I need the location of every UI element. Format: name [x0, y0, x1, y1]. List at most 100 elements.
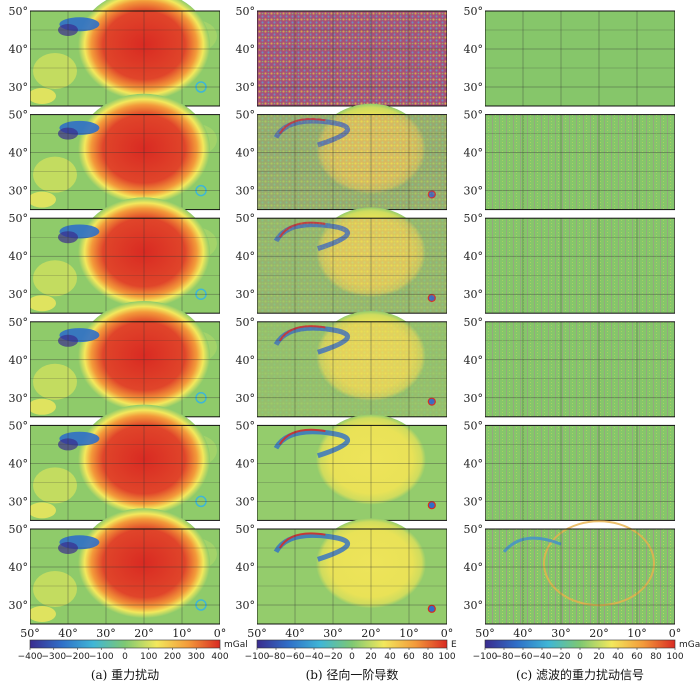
- x-tick-label: 20°: [361, 627, 381, 640]
- colorbar-tick-label: 0: [577, 652, 583, 662]
- y-tick-label: 30°: [236, 495, 256, 508]
- y-tick-label: 40°: [236, 354, 256, 367]
- y-tick-label: 40°: [464, 561, 484, 574]
- y-tick-label: 50°: [464, 109, 484, 122]
- y-tick-label: 40°: [236, 457, 256, 470]
- panel-r2-c2: [257, 103, 447, 211]
- y-tick-label: 50°: [236, 523, 256, 536]
- colorbar-tick-label: 20: [593, 652, 605, 662]
- y-tick-label: 50°: [464, 419, 484, 432]
- x-tick-label: 10°: [172, 627, 192, 640]
- colorbar-tick-label: −20: [552, 652, 571, 662]
- colorbar-2: [256, 639, 448, 649]
- colorbar-3: [484, 639, 676, 649]
- x-tick-label: 10°: [399, 627, 419, 640]
- y-tick-label: 50°: [464, 523, 484, 536]
- y-tick-label: 50°: [236, 212, 256, 225]
- y-tick-label: 40°: [9, 457, 29, 470]
- colorbars: −400 −300 −200 −100 0 100 200 300 400mGal−100−80…: [18, 639, 700, 662]
- colorbar-tick-label: −60: [286, 652, 305, 662]
- y-tick-label: 40°: [236, 561, 256, 574]
- x-tick-label: 0°: [441, 627, 454, 640]
- y-tick-label: 30°: [9, 599, 29, 612]
- colorbar-tick-label: 0: [349, 652, 355, 662]
- panel-r6-c2: [257, 518, 447, 625]
- x-tick-label: 50°: [247, 627, 267, 640]
- panel-r4-c2: [257, 311, 447, 418]
- y-tick-label: 50°: [9, 5, 29, 18]
- x-tick-label: 50°: [20, 627, 40, 640]
- map-grid: [30, 0, 675, 625]
- y-tick-label: 30°: [464, 495, 484, 508]
- x-tick-label: 20°: [134, 627, 154, 640]
- colorbar-tick-label: −200: [65, 652, 90, 662]
- colorbar-tick-label: −100: [245, 652, 270, 662]
- x-tick-label: 20°: [589, 627, 609, 640]
- y-tick-label: 40°: [464, 147, 484, 160]
- y-tick-label: 50°: [9, 523, 29, 536]
- y-tick-label: 30°: [236, 288, 256, 301]
- y-tick-label: 40°: [464, 354, 484, 367]
- y-tick-label: 40°: [9, 354, 29, 367]
- colorbar-tick-label: 200: [164, 652, 181, 662]
- y-tick-label: 30°: [9, 288, 29, 301]
- colorbar-tick-label: −20: [324, 652, 343, 662]
- colorbar-unit: E: [451, 640, 457, 650]
- y-tick-label: 50°: [9, 212, 29, 225]
- colorbar-tick-label: 400: [211, 652, 228, 662]
- panel-r3-c3: [485, 217, 675, 314]
- colorbar-unit: mGal: [224, 640, 248, 650]
- y-tick-label: 30°: [236, 81, 256, 94]
- panel-r4-c3: [485, 321, 675, 418]
- x-tick-label: 0°: [214, 627, 227, 640]
- x-tick-label: 40°: [285, 627, 305, 640]
- x-tick-label: 0°: [669, 627, 682, 640]
- colorbar-tick-label: 60: [631, 652, 643, 662]
- y-tick-label: 50°: [464, 316, 484, 329]
- y-tick-label: 30°: [464, 81, 484, 94]
- colorbar-tick-label: −100: [473, 652, 498, 662]
- panel-r1-c1: [30, 0, 220, 107]
- x-tick-label: 30°: [551, 627, 571, 640]
- panel-r1-c2: [257, 10, 447, 107]
- y-tick-label: 40°: [236, 43, 256, 56]
- y-tick-label: 30°: [464, 599, 484, 612]
- y-tick-label: 50°: [464, 212, 484, 225]
- y-tick-label: 40°: [236, 250, 256, 263]
- colorbar-tick-label: 80: [650, 652, 662, 662]
- x-tick-label: 50°: [475, 627, 495, 640]
- x-tick-label: 40°: [513, 627, 533, 640]
- colorbar-1: [29, 639, 221, 649]
- y-tick-label: 40°: [236, 147, 256, 160]
- colorbar-tick-label: −400: [18, 652, 43, 662]
- y-tick-label: 30°: [236, 392, 256, 405]
- colorbar-tick-label: 40: [612, 652, 624, 662]
- y-tick-label: 40°: [9, 561, 29, 574]
- y-tick-label: 30°: [464, 392, 484, 405]
- y-tick-label: 30°: [9, 495, 29, 508]
- y-tick-label: 50°: [9, 316, 29, 329]
- panel-caption: (b) 径向一阶导数: [306, 667, 399, 682]
- y-tick-label: 40°: [464, 250, 484, 263]
- colorbar-tick-label: 40: [384, 652, 396, 662]
- y-tick-label: 50°: [236, 419, 256, 432]
- colorbar-unit: mGal: [679, 640, 700, 650]
- y-tick-label: 40°: [464, 457, 484, 470]
- y-tick-label: 30°: [9, 81, 29, 94]
- colorbar-tick-label: −80: [495, 652, 514, 662]
- y-tick-label: 30°: [236, 185, 256, 198]
- x-tick-label: 10°: [627, 627, 647, 640]
- panel-r4-c1: [30, 301, 220, 418]
- y-tick-label: 50°: [236, 316, 256, 329]
- colorbar-tick-label: 100: [666, 652, 683, 662]
- y-tick-label: 30°: [464, 185, 484, 198]
- y-tick-label: 30°: [464, 288, 484, 301]
- y-tick-label: 40°: [9, 43, 29, 56]
- panel-r5-c2: [257, 414, 447, 521]
- y-tick-label: 40°: [9, 147, 29, 160]
- y-tick-label: 50°: [236, 5, 256, 18]
- colorbar-tick-label: −100: [89, 652, 114, 662]
- y-tick-label: 40°: [464, 43, 484, 56]
- colorbar-tick-label: −300: [41, 652, 66, 662]
- panel-r6-c1: [30, 508, 220, 625]
